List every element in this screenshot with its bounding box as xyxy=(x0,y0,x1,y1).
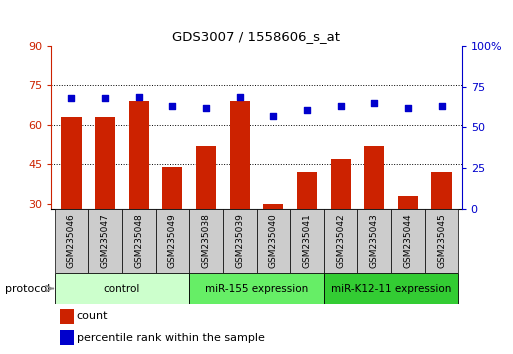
Point xyxy=(269,113,278,119)
Text: GSM235042: GSM235042 xyxy=(336,213,345,268)
Bar xyxy=(324,273,458,304)
Bar xyxy=(297,172,317,209)
Point xyxy=(438,103,446,109)
Text: GSM235045: GSM235045 xyxy=(437,213,446,268)
Bar xyxy=(196,146,216,209)
Point xyxy=(235,94,244,99)
Bar xyxy=(223,209,256,273)
Text: GSM235043: GSM235043 xyxy=(370,213,379,268)
Bar xyxy=(290,209,324,273)
Bar xyxy=(60,309,74,324)
Text: count: count xyxy=(77,311,108,321)
Bar xyxy=(95,117,115,209)
Bar xyxy=(425,209,458,273)
Bar xyxy=(364,146,384,209)
Bar xyxy=(88,209,122,273)
Bar xyxy=(155,209,189,273)
Bar xyxy=(330,159,351,209)
Bar xyxy=(55,273,189,304)
Bar xyxy=(391,209,425,273)
Text: control: control xyxy=(104,284,140,293)
Bar xyxy=(162,167,183,209)
Bar xyxy=(230,101,250,209)
Text: GSM235046: GSM235046 xyxy=(67,213,76,268)
Text: GSM235039: GSM235039 xyxy=(235,213,244,268)
Text: protocol: protocol xyxy=(5,284,51,293)
Point xyxy=(404,105,412,111)
Point xyxy=(370,100,379,106)
Bar xyxy=(358,209,391,273)
Bar xyxy=(189,273,324,304)
Bar xyxy=(324,209,358,273)
Text: miR-155 expression: miR-155 expression xyxy=(205,284,308,293)
Bar xyxy=(256,209,290,273)
Point xyxy=(202,105,210,111)
Bar xyxy=(189,209,223,273)
Point xyxy=(67,95,75,101)
Text: GSM235040: GSM235040 xyxy=(269,213,278,268)
Text: GSM235047: GSM235047 xyxy=(101,213,110,268)
Bar xyxy=(129,101,149,209)
Point xyxy=(101,95,109,101)
Bar xyxy=(62,117,82,209)
Bar xyxy=(398,196,418,209)
Point xyxy=(337,103,345,109)
Text: GSM235041: GSM235041 xyxy=(303,213,311,268)
Text: percentile rank within the sample: percentile rank within the sample xyxy=(77,332,265,343)
Text: GSM235044: GSM235044 xyxy=(403,213,412,268)
Bar xyxy=(431,172,451,209)
Bar xyxy=(263,204,283,209)
Point xyxy=(168,103,176,109)
Title: GDS3007 / 1558606_s_at: GDS3007 / 1558606_s_at xyxy=(172,30,341,44)
Text: miR-K12-11 expression: miR-K12-11 expression xyxy=(331,284,451,293)
Point xyxy=(134,94,143,99)
Point xyxy=(303,107,311,112)
Text: GSM235048: GSM235048 xyxy=(134,213,143,268)
Bar xyxy=(122,209,155,273)
Bar xyxy=(55,209,88,273)
Text: GSM235049: GSM235049 xyxy=(168,213,177,268)
Bar xyxy=(60,330,74,345)
Text: GSM235038: GSM235038 xyxy=(202,213,210,268)
